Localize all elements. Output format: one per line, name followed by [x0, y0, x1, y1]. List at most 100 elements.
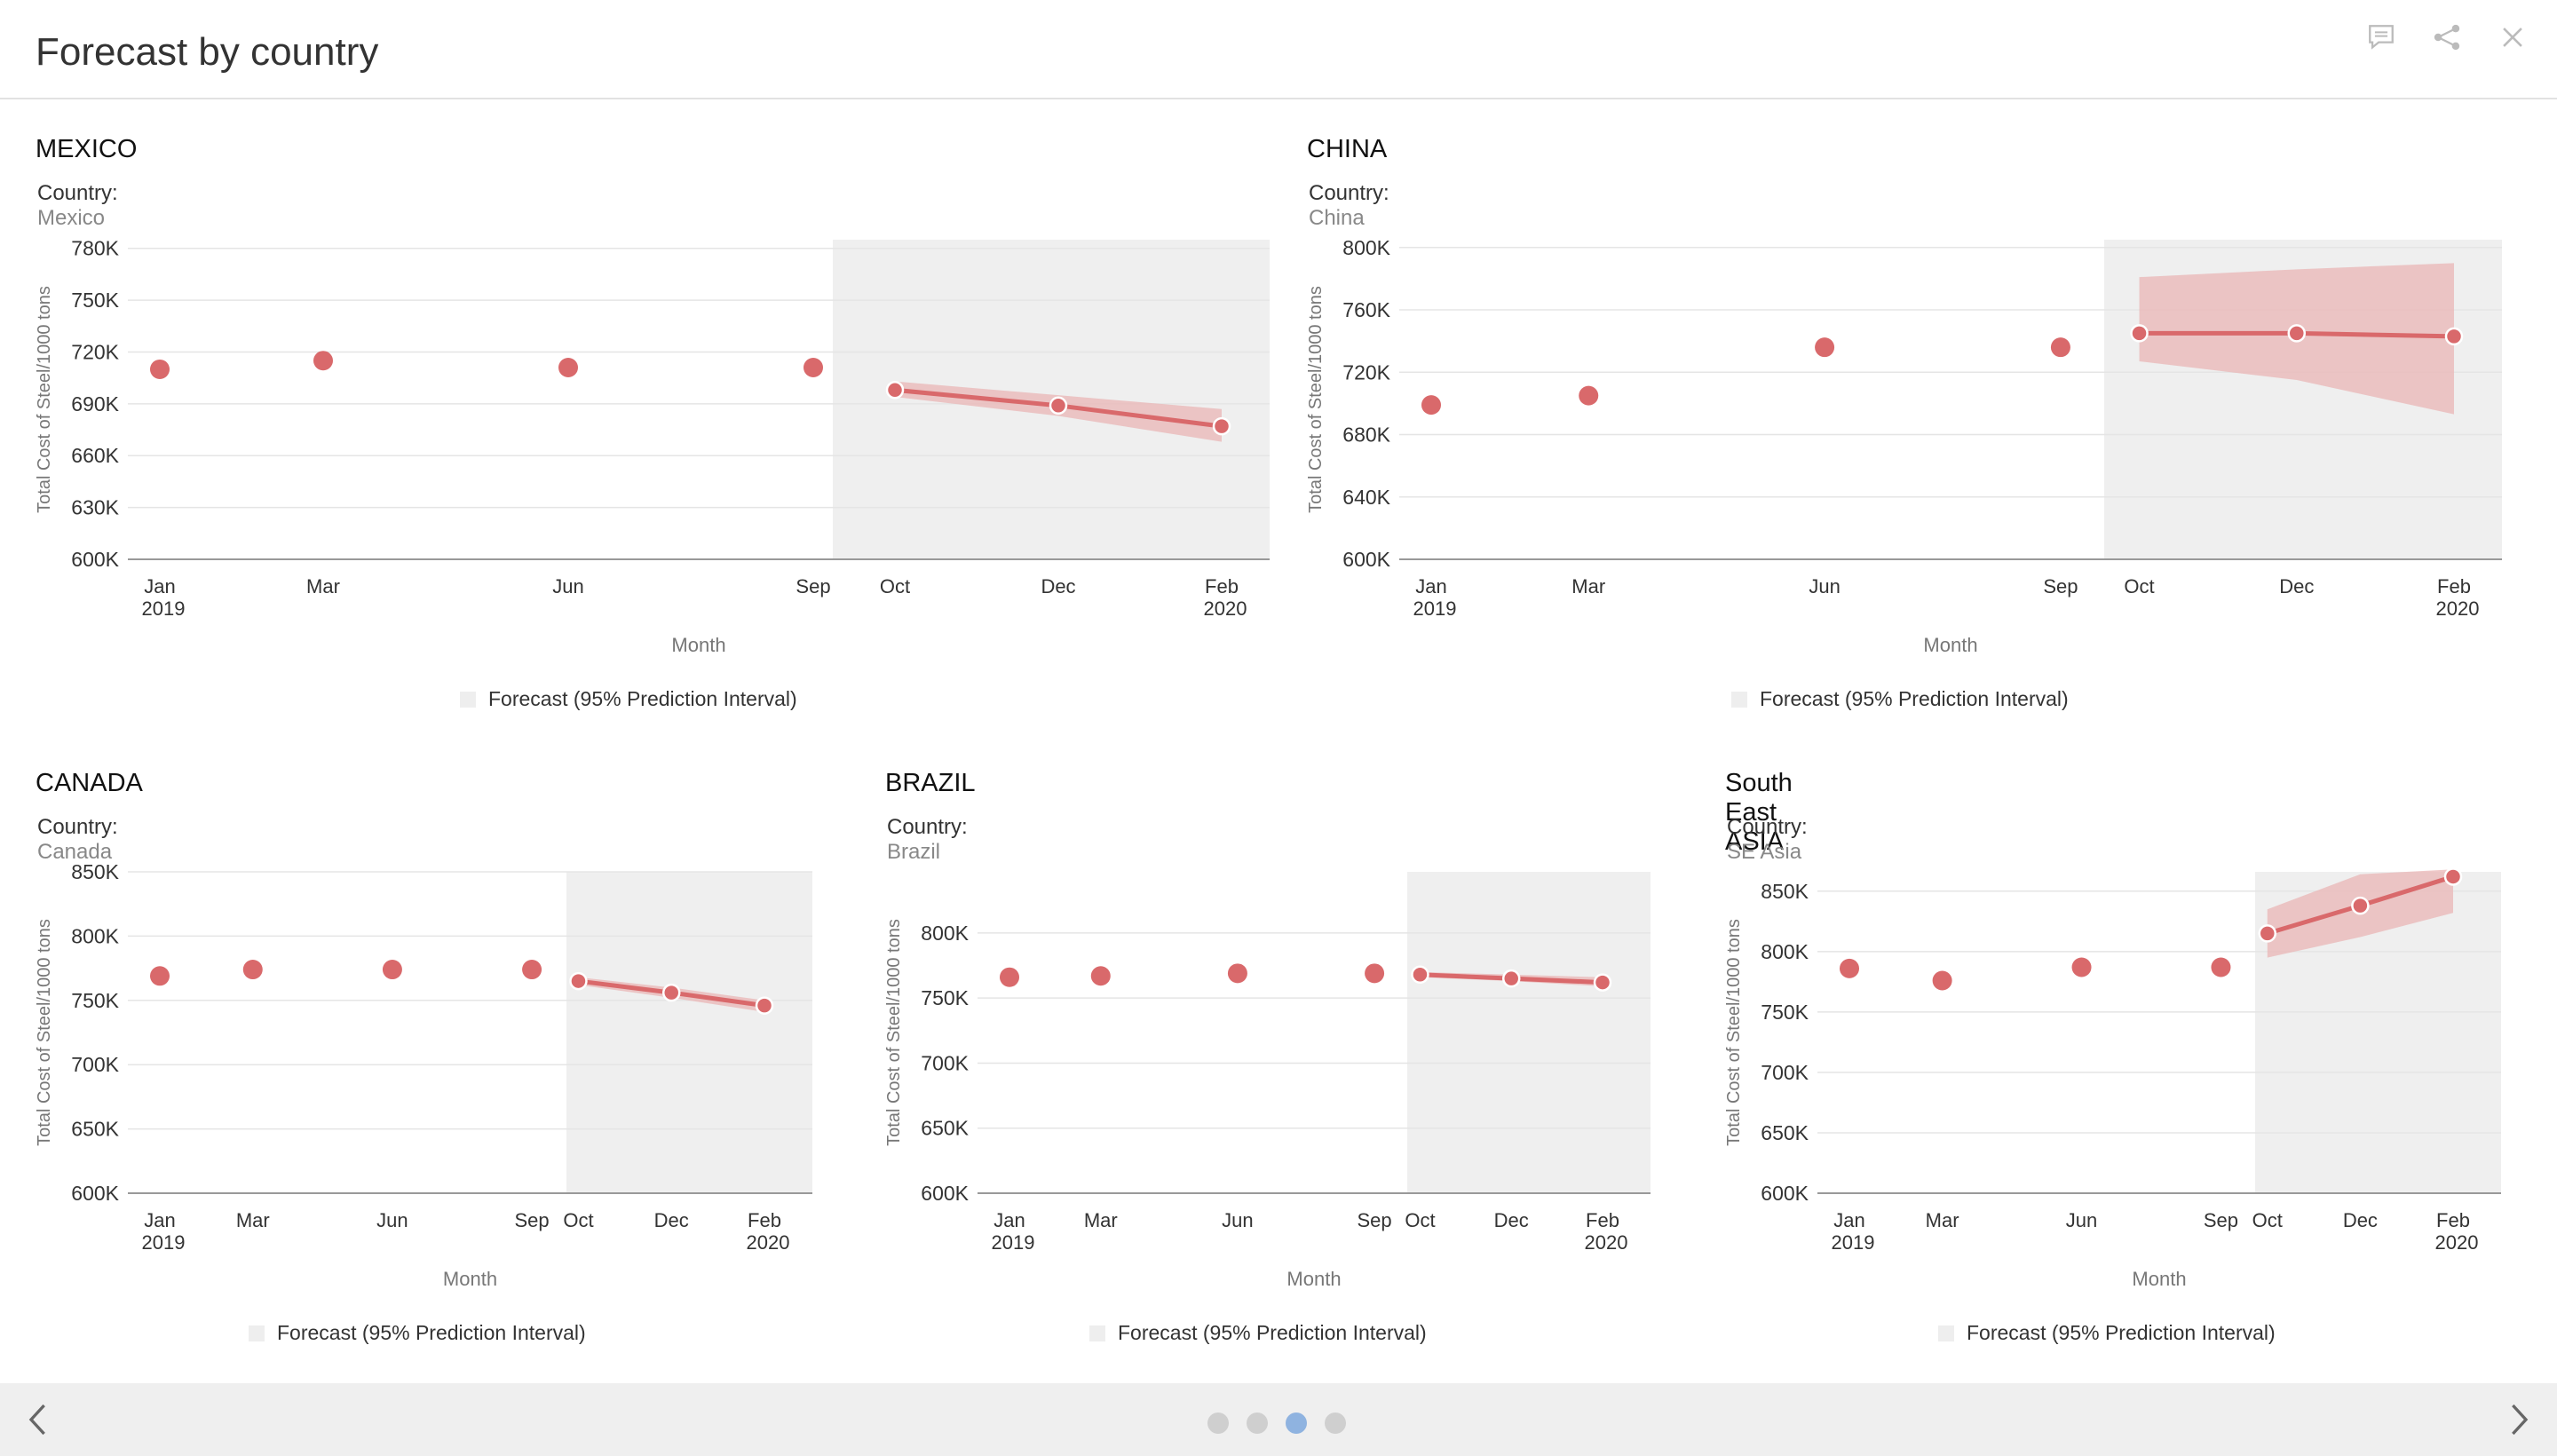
y-tick-label: 700K — [921, 1051, 969, 1074]
actual-point — [1227, 963, 1247, 984]
chart-title: CHINA — [1307, 135, 1388, 163]
country-filter[interactable]: Country: Brazil — [887, 815, 968, 865]
actual-point — [1090, 966, 1111, 986]
chevron-right-icon — [2512, 1404, 2529, 1436]
x-tick-year: 2019 — [992, 1231, 1035, 1254]
actual-point — [1815, 337, 1835, 358]
x-tick-label: Mar — [306, 575, 340, 597]
forecast-point — [2443, 867, 2463, 886]
actual-point — [150, 966, 170, 986]
header: Forecast by country — [0, 0, 2557, 99]
country-filter[interactable]: Country: China — [1309, 181, 1389, 231]
y-tick-label: 600K — [71, 548, 119, 571]
actual-point — [2050, 337, 2070, 358]
actual-point — [1932, 970, 1952, 991]
filter-label: Country: — [37, 181, 118, 205]
x-tick-label: Mar — [1926, 1209, 1959, 1231]
x-tick-label: Sep — [2204, 1209, 2238, 1231]
filter-value: China — [1309, 206, 1365, 230]
y-tick-label: 690K — [71, 392, 119, 415]
forecast-point — [755, 996, 774, 1015]
comment-icon[interactable] — [2362, 18, 2401, 57]
legend-swatch — [249, 1325, 265, 1341]
prev-page-button[interactable] — [18, 1399, 59, 1440]
page-indicator — [1207, 1412, 1346, 1434]
y-tick-label: 630K — [71, 496, 119, 519]
country-filter[interactable]: Country: Canada — [37, 815, 118, 865]
x-tick-label: Mar — [1084, 1209, 1118, 1231]
chevron-left-icon — [28, 1404, 45, 1436]
x-tick-label: Sep — [1357, 1209, 1391, 1231]
y-tick-label: 850K — [71, 860, 119, 883]
forecast-region — [1407, 872, 1651, 1193]
footer — [0, 1383, 2557, 1456]
x-tick-label: Feb — [1205, 575, 1239, 597]
x-tick-year: 2020 — [1204, 597, 1247, 620]
page-dot-3[interactable] — [1286, 1412, 1307, 1434]
filter-label: Country: — [37, 815, 118, 839]
x-tick-label: Dec — [1494, 1209, 1529, 1231]
forecast-point — [1411, 965, 1429, 985]
page-dot-1[interactable] — [1207, 1412, 1229, 1434]
y-tick-label: 600K — [1761, 1182, 1809, 1205]
chart-legend[interactable]: Forecast (95% Prediction Interval) — [249, 1321, 586, 1345]
close-icon[interactable] — [2493, 18, 2532, 57]
chart-legend[interactable]: Forecast (95% Prediction Interval) — [1938, 1321, 2276, 1345]
y-axis-label: Total Cost of Steel/1000 tons — [35, 286, 54, 513]
chart-legend[interactable]: Forecast (95% Prediction Interval) — [1731, 687, 2069, 711]
forecast-point — [1212, 416, 1231, 436]
page-title: Forecast by country — [36, 30, 379, 74]
forecast-point — [2287, 324, 2307, 343]
x-tick-label: Dec — [2343, 1209, 2378, 1231]
country-filter[interactable]: Country: SE Asia — [1727, 815, 1808, 865]
actual-point — [1840, 958, 1859, 978]
filter-value: Canada — [37, 840, 113, 864]
y-tick-label: 800K — [1342, 236, 1390, 259]
chart-title: CANADA — [36, 769, 143, 797]
x-tick-label: Oct — [563, 1209, 593, 1231]
x-tick-label: Jan — [1833, 1209, 1864, 1231]
actual-point — [2211, 957, 2231, 977]
x-tick-label: Dec — [2279, 575, 2314, 597]
chart-legend[interactable]: Forecast (95% Prediction Interval) — [1089, 1321, 1427, 1345]
legend-swatch — [1089, 1325, 1105, 1341]
actual-point — [382, 960, 402, 980]
y-tick-label: 700K — [1761, 1061, 1809, 1084]
header-actions — [2362, 18, 2532, 57]
next-page-button[interactable] — [2498, 1399, 2539, 1440]
filter-value: Brazil — [887, 840, 941, 864]
y-tick-label: 640K — [1342, 486, 1390, 509]
x-tick-label: Mar — [236, 1209, 270, 1231]
y-tick-label: 680K — [1342, 423, 1390, 447]
chart-legend[interactable]: Forecast (95% Prediction Interval) — [460, 687, 797, 711]
x-tick-label: Sep — [2043, 575, 2078, 597]
actual-point — [150, 359, 170, 379]
y-tick-label: 750K — [71, 289, 119, 312]
share-icon[interactable] — [2427, 18, 2466, 57]
forecast-point — [569, 971, 588, 991]
y-tick-label: 760K — [1342, 298, 1390, 321]
y-tick-label: 600K — [71, 1182, 119, 1205]
x-tick-year: 2020 — [747, 1231, 790, 1254]
page-dot-4[interactable] — [1325, 1412, 1346, 1434]
y-tick-label: 750K — [71, 989, 119, 1012]
country-filter[interactable]: Country: Mexico — [37, 181, 118, 231]
y-tick-label: 720K — [1342, 360, 1390, 384]
x-tick-year: 2019 — [142, 597, 186, 620]
actual-point — [1579, 385, 1599, 406]
actual-point — [313, 351, 333, 371]
page-dot-2[interactable] — [1247, 1412, 1268, 1434]
legend-label: Forecast (95% Prediction Interval) — [488, 687, 797, 710]
actual-point — [1421, 395, 1441, 415]
x-tick-label: Jun — [2066, 1209, 2097, 1231]
y-axis-label: Total Cost of Steel/1000 tons — [884, 919, 904, 1146]
x-tick-year: 2020 — [2436, 597, 2480, 620]
y-tick-label: 700K — [71, 1053, 119, 1076]
x-axis-label: Month — [671, 634, 725, 656]
x-tick-label: Feb — [748, 1209, 781, 1231]
legend-label: Forecast (95% Prediction Interval) — [1760, 687, 2069, 710]
x-tick-year: 2019 — [1413, 597, 1457, 620]
x-tick-label: Sep — [514, 1209, 549, 1231]
